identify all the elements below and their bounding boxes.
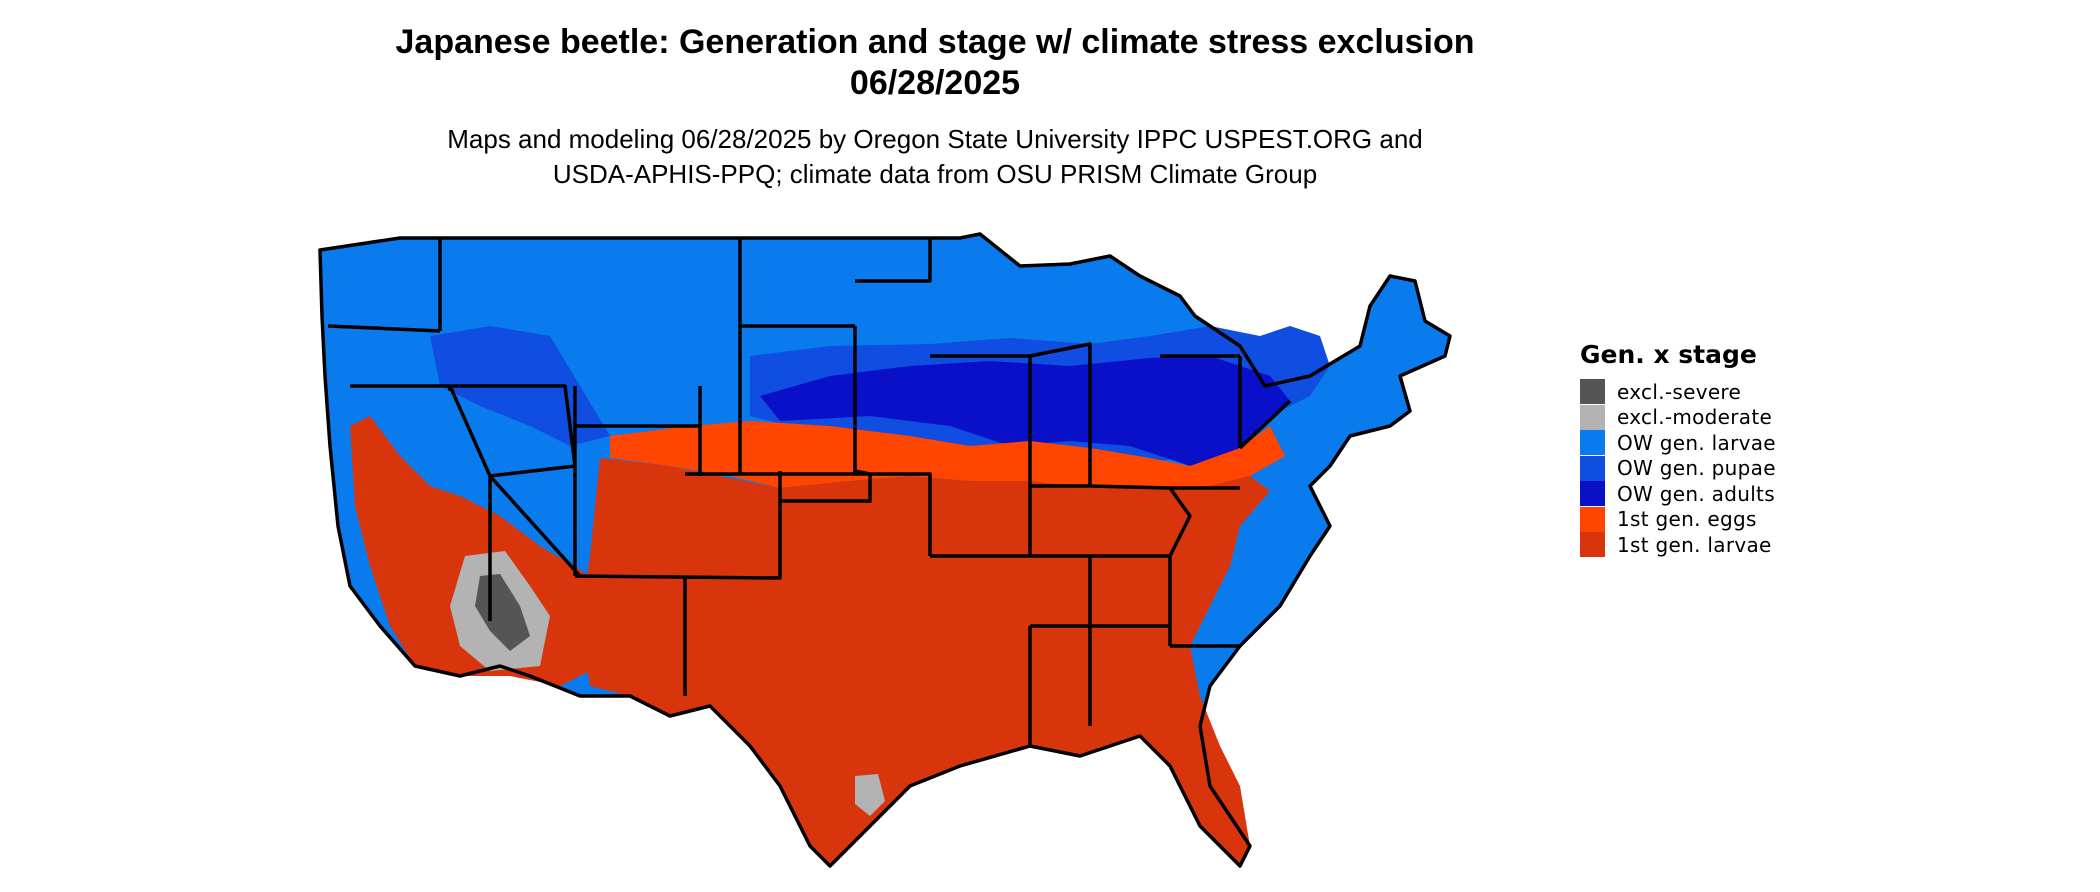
title-line-1: Japanese beetle: Generation and stage w/…	[395, 23, 1475, 61]
border-lines	[327, 238, 1292, 746]
legend-item: OW gen. adults	[1580, 481, 1776, 507]
legend-label: OW gen. larvae	[1617, 430, 1776, 455]
region-ow-adults	[760, 356, 1290, 466]
legend-swatch	[1580, 532, 1605, 558]
us-map	[318, 232, 1452, 868]
map-subtitle: Maps and modeling 06/28/2025 by Oregon S…	[0, 122, 1870, 192]
state-borders	[318, 232, 1452, 868]
legend-label: OW gen. adults	[1617, 481, 1775, 506]
legend-swatch	[1580, 455, 1605, 481]
legend-item: OW gen. larvae	[1580, 430, 1776, 456]
legend-swatch	[1580, 430, 1605, 456]
legend-swatch	[1580, 379, 1605, 405]
legend-swatch	[1580, 481, 1605, 507]
legend-item: OW gen. pupae	[1580, 455, 1776, 482]
legend-label: 1st gen. larvae	[1617, 532, 1772, 557]
outline-border	[318, 232, 1452, 868]
legend-item: excl.-severe	[1580, 379, 1776, 405]
region-1st-gen-larvae	[580, 458, 1270, 866]
legend-item: 1st gen. eggs	[1580, 506, 1776, 533]
legend-swatch	[1580, 404, 1605, 430]
region-excl-moderate-tx	[855, 774, 885, 816]
title-date: 06/28/2025	[849, 64, 1021, 102]
legend-swatch	[1580, 506, 1605, 532]
legend: Gen. x stage excl.-severe excl.-moderate O…	[1580, 340, 1776, 558]
map-title: Japanese beetle: Generation and stage w/…	[0, 22, 1870, 104]
legend-item: 1st gen. larvae	[1580, 532, 1776, 558]
subtitle-line-1: Maps and modeling 06/28/2025 by Oregon S…	[447, 124, 1423, 154]
legend-label: excl.-severe	[1617, 379, 1742, 404]
legend-item: excl.-moderate	[1580, 404, 1776, 431]
legend-label: excl.-moderate	[1617, 405, 1773, 430]
legend-items: excl.-severe excl.-moderate OW gen. larvae…	[1580, 379, 1776, 558]
legend-label: OW gen. pupae	[1617, 456, 1776, 481]
legend-title: Gen. x stage	[1580, 340, 1757, 369]
subtitle-line-2: USDA-APHIS-PPQ; climate data from OSU PR…	[552, 159, 1318, 189]
legend-label: 1st gen. eggs	[1617, 507, 1757, 532]
